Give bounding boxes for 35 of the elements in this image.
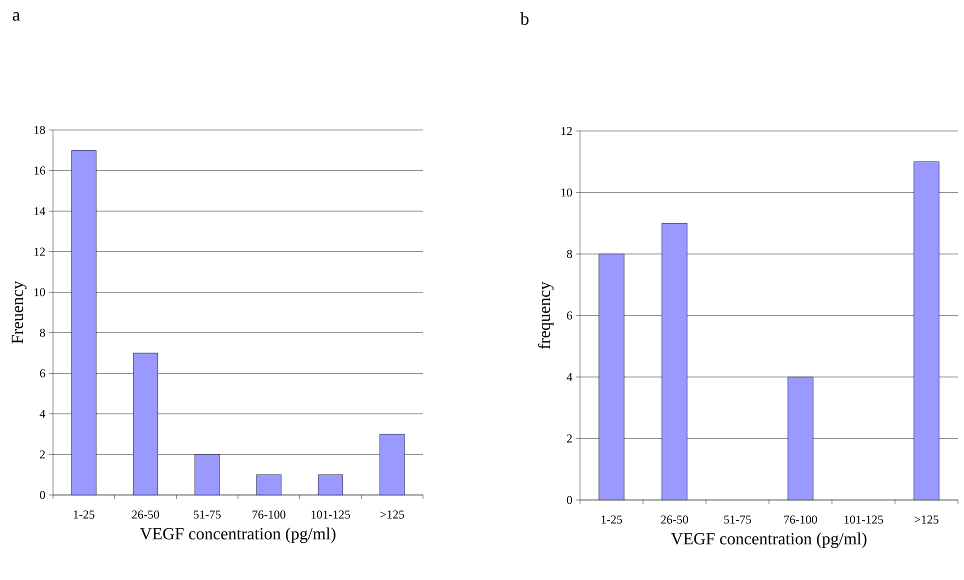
y-tick-label: 4 <box>566 373 572 381</box>
chart-title: b <box>520 12 529 25</box>
y-axis-title: frequency <box>538 282 554 349</box>
y-tick-label: 2 <box>567 434 572 442</box>
y-tick-label: 8 <box>40 328 46 337</box>
y-axis-title: Freuency <box>12 280 27 344</box>
y-tick-label: 0 <box>40 490 46 500</box>
x-tick-label: 1-25 <box>602 516 622 524</box>
y-tick-label: 10 <box>562 188 572 197</box>
x-tick-label: 26-50 <box>661 516 688 524</box>
y-tick-label: 2 <box>40 450 45 458</box>
x-tick-label: 51-75 <box>194 510 221 519</box>
y-tick-label: 0 <box>566 496 572 504</box>
chart-title: a <box>12 12 20 21</box>
y-tick-label: 16 <box>34 166 46 175</box>
x-tick-label: 76-100 <box>784 516 818 524</box>
x-tick-label: >125 <box>914 516 938 524</box>
x-tick-label: 51-75 <box>724 516 752 524</box>
y-tick-label: 14 <box>34 207 46 216</box>
y-tick-label: 6 <box>566 311 572 320</box>
x-tick-label: 76-100 <box>252 510 286 519</box>
y-tick-label: 12 <box>34 248 45 256</box>
x-axis-title: VEGF concentration (pg/ml) <box>670 532 866 548</box>
x-tick-label: 26-50 <box>132 510 160 519</box>
x-axis-title: VEGF concentration (pg/ml) <box>140 527 336 543</box>
y-tick-label: 6 <box>40 369 46 378</box>
y-tick-label: 4 <box>40 410 46 418</box>
x-tick-label: 101-125 <box>312 510 350 519</box>
y-tick-label: 18 <box>34 126 46 134</box>
x-tick-label: 1-25 <box>74 510 94 519</box>
x-tick-label: 101-125 <box>844 516 884 524</box>
x-tick-label: >125 <box>380 510 404 519</box>
y-tick-label: 10 <box>34 288 46 296</box>
y-tick-label: 8 <box>566 250 572 258</box>
y-tick-label: 12 <box>562 127 572 135</box>
